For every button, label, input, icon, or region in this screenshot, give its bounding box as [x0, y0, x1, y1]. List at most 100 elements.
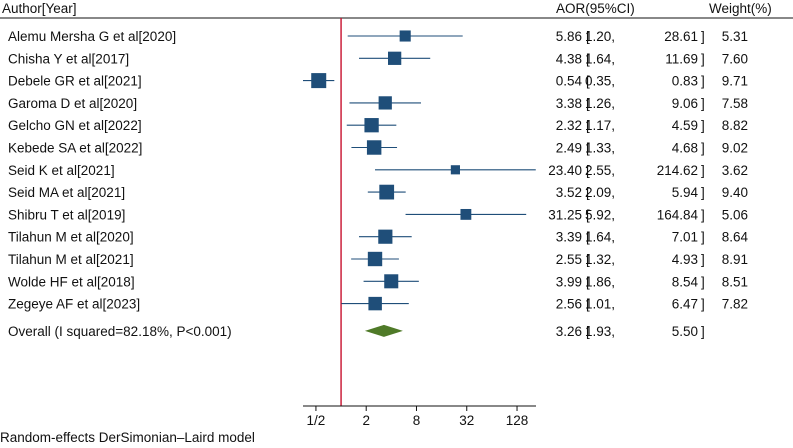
ci-bracket-open: [: [586, 74, 590, 89]
ci-lower: 1.64,: [585, 51, 615, 66]
study-label: Seid MA et al[2021]: [8, 185, 125, 200]
study-row: Gelcho GN et al[2022] 2.32 [1.17, 4.59] 8.82: [8, 118, 748, 133]
study-weight: 9.40: [722, 185, 748, 200]
ci-upper: 164.84: [657, 207, 699, 222]
study-label: Chisha Y et al[2017]: [8, 51, 129, 66]
study-label: Seid K et al[2021]: [8, 163, 115, 178]
effect-estimate: 0.54: [556, 74, 583, 89]
effect-estimate: 3.52: [556, 185, 582, 200]
study-weight: 5.06: [722, 207, 748, 222]
effect-marker: [368, 296, 382, 311]
overall-diamond: [364, 324, 403, 337]
ci-upper: 9.06: [672, 96, 698, 111]
ci-bracket-open: [: [586, 230, 590, 245]
effect-marker: [366, 140, 382, 155]
study-weight: 8.51: [722, 274, 748, 289]
ci-bracket-open: [: [586, 118, 590, 133]
ci-upper: 4.59: [672, 118, 698, 133]
ci-bracket-close: ]: [701, 29, 705, 44]
ci-bracket-close: ]: [701, 297, 705, 312]
effect-marker: [399, 30, 411, 42]
ci-lower: 2.09,: [585, 185, 615, 200]
effect-marker: [311, 73, 327, 89]
effect-marker: [387, 51, 402, 65]
study-row: Tilahun M et al[2021] 2.55 [1.32, 4.93] 8.91: [8, 251, 748, 267]
ci-bracket-close: ]: [701, 118, 705, 133]
ci-bracket-close: ]: [701, 230, 705, 245]
effect-estimate: 23.40: [548, 163, 582, 178]
study-weight: 9.71: [722, 74, 748, 89]
study-row: Kebede SA et al[2022] 2.49 [1.33, 4.68] 9.02: [8, 140, 748, 156]
effect-estimate: 3.38: [556, 96, 582, 111]
ci-bracket-close: ]: [701, 185, 705, 200]
effect-marker: [367, 251, 383, 267]
overall-row: Overall (I squared=82.18%, P<0.001) 3.26 […: [8, 324, 705, 339]
study-row: Garoma D et al[2020] 3.38 [1.26, 9.06] 7.58: [8, 96, 748, 111]
ci-bracket-open: [: [586, 163, 590, 178]
study-weight: 9.02: [722, 141, 748, 156]
ci-bracket-close: ]: [701, 74, 705, 89]
x-tick-label: 8: [413, 413, 421, 428]
study-label: Kebede SA et al[2022]: [8, 141, 142, 156]
study-weight: 5.31: [722, 29, 748, 44]
effect-estimate: 4.38: [556, 51, 582, 66]
study-row: Tilahun M et al[2020] 3.39 [1.64, 7.01] 8.64: [8, 229, 749, 245]
overall-label: Overall (I squared=82.18%, P<0.001): [8, 324, 232, 339]
ci-bracket-close: ]: [701, 96, 705, 111]
ci-bracket-close: ]: [701, 163, 705, 178]
effect-marker: [460, 208, 472, 220]
ci-bracket-close: ]: [701, 207, 705, 222]
x-tick-label: 32: [459, 413, 474, 428]
study-row: Seid K et al[2021] 23.40 [2.55, 214.62] 3.62: [8, 163, 748, 178]
weight-column-header: Weight(%): [709, 1, 772, 16]
ci-lower: 2.55,: [585, 163, 615, 178]
study-weight: 7.58: [722, 96, 748, 111]
ci-lower: 1.17,: [585, 118, 615, 133]
effect-column-header: AOR(95%CI): [556, 1, 635, 16]
ci-lower: 5.92,: [585, 207, 615, 222]
ci-lower: 1.64,: [585, 230, 615, 245]
ci-bracket-open: [: [586, 185, 590, 200]
ci-upper: 7.01: [672, 230, 698, 245]
ci-upper: 4.93: [672, 252, 698, 267]
x-tick-label: 1/2: [307, 413, 326, 428]
ci-lower: 1.86,: [585, 274, 615, 289]
ci-bracket-open: [: [586, 274, 590, 289]
ci-bracket-close: ]: [701, 252, 705, 267]
effect-estimate: 2.55: [556, 252, 582, 267]
effect-estimate: 2.32: [556, 118, 582, 133]
ci-upper: 214.62: [657, 163, 698, 178]
ci-upper: 4.68: [672, 141, 698, 156]
ci-bracket-open: [: [586, 297, 590, 312]
study-row: Seid MA et al[2021] 3.52 [2.09, 5.94] 9.40: [8, 184, 748, 200]
ci-bracket-open: [: [586, 96, 590, 111]
ci-upper: 8.54: [672, 274, 699, 289]
effect-marker: [450, 165, 460, 175]
x-tick-label: 128: [506, 413, 529, 428]
study-label: Garoma D et al[2020]: [8, 96, 137, 111]
x-axis: 1/2 2 8 32 128: [303, 405, 536, 428]
study-row: Zegeye AF et al[2023] 2.56 [1.01, 6.47] 7.82: [8, 297, 748, 312]
ci-lower: 1.01,: [585, 297, 615, 312]
ci-bracket-close: ]: [701, 141, 705, 156]
ci-bracket-open: [: [586, 141, 590, 156]
effect-estimate: 31.25: [548, 207, 582, 222]
study-row: Alemu Mersha G et al[2020] 5.86 [1.20, 28.6…: [8, 29, 748, 44]
study-label: Tilahun M et al[2020]: [8, 230, 134, 245]
ci-bracket-open: [: [586, 29, 590, 44]
ci-bracket-open: [: [586, 207, 590, 222]
ci-upper: 5.94: [672, 185, 699, 200]
ci-bracket-open: [: [586, 324, 590, 339]
study-row: Shibru T et al[2019] 31.25 [5.92, 164.84] 5.…: [8, 207, 748, 222]
ci-lower: 1.26,: [585, 96, 615, 111]
study-weight: 8.64: [722, 230, 749, 245]
ci-lower: 0.35,: [585, 74, 615, 89]
forest-plot: Author[Year] AOR(95%CI) Weight(%) Alemu …: [0, 1, 793, 428]
effect-estimate: 2.56: [556, 297, 582, 312]
ci-lower: 1.32,: [585, 252, 615, 267]
effect-marker: [378, 96, 392, 110]
overall-ci-lower: 1.93,: [585, 324, 615, 339]
ci-upper: 28.61: [664, 29, 698, 44]
effect-marker: [378, 229, 393, 244]
ci-bracket-close: ]: [701, 324, 705, 339]
